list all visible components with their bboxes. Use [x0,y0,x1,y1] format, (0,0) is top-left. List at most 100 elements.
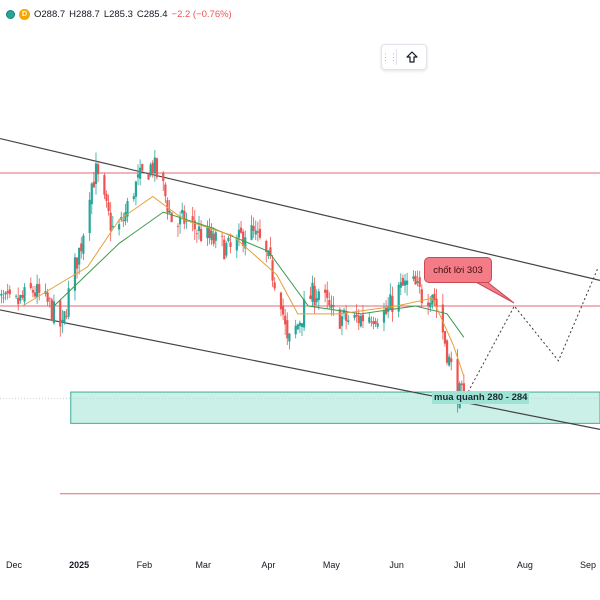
candle [170,212,173,223]
take-profit-callout[interactable]: chốt lời 303 [424,257,492,283]
candle [332,296,335,316]
candle-body [195,233,198,235]
candle [328,292,331,309]
candle [162,171,165,192]
candle [136,164,140,186]
candle [239,221,243,234]
candle [29,277,32,290]
candle [288,332,291,350]
toolbar-button[interactable] [397,45,426,69]
candle [8,285,11,298]
candle-body [155,158,159,178]
candle-body [258,228,262,238]
candle-body [288,333,291,342]
candle-body [136,174,140,178]
candle [23,283,26,306]
candle-body [345,310,348,321]
candle-body [48,298,51,300]
candle [105,190,108,208]
candle-body [433,293,436,300]
candle-body [90,183,93,205]
drag-handle-icon[interactable]: ⋮⋮ [381,51,398,62]
x-tick-label: Apr [261,560,276,570]
candle-body [387,306,390,312]
candle-body [376,323,379,327]
x-tick-label: Dec [5,560,23,570]
candle-body [406,280,409,285]
candle [197,215,201,240]
ohlc-legend: D O288.7 H288.7 L285.3 C285.4 −2.2 (−0.7… [6,5,232,23]
channel-upper-line [0,137,600,282]
candle-body [149,164,152,176]
candle [221,232,224,247]
candle-body [124,212,127,222]
candle [441,293,444,340]
candle [273,277,276,291]
candle [414,271,417,285]
candle-body [2,297,5,299]
candle [164,182,167,203]
candle-body [355,314,358,317]
candle-body [21,294,24,298]
close-value: C285.4 [136,8,168,20]
candle [315,289,318,306]
candle-body [361,314,365,322]
candle-body [267,250,270,257]
candle-body [462,383,465,392]
channel-lower-line [0,309,600,430]
candle [82,233,85,261]
candle-body [372,321,375,325]
callout-pointer [473,280,515,304]
candle [435,288,438,319]
candle-body [298,322,301,326]
candle [176,223,180,237]
candle-body [357,315,360,324]
floating-toolbar[interactable]: ⋮⋮ [381,44,427,70]
candle-body [403,280,407,286]
candle [59,299,62,337]
candle-body [208,227,211,239]
candle [94,152,98,195]
candle-body [223,239,226,260]
x-tick-label: Mar [195,560,211,570]
candle [15,294,18,300]
candle [88,192,91,241]
candle-body [227,237,230,242]
candle [401,274,405,287]
candle-body [141,164,144,171]
candle-body [29,283,32,288]
candle-body [317,291,320,301]
high-value: H288.7 [69,8,100,20]
candle-body [265,240,268,252]
candle [330,295,333,316]
time-axis[interactable]: Dec 2025 Feb Mar Apr May Jun Jul Aug Sep [0,556,600,576]
candle-body [162,172,165,181]
candle [78,247,81,275]
candle-body [414,275,417,285]
candle-body [309,295,312,300]
candle [80,237,83,259]
candle-body [420,289,423,304]
candle-body [183,210,186,224]
candle [427,293,430,315]
x-tick-label: Feb [136,560,153,570]
candle [166,197,169,220]
candle [134,180,138,206]
candle-body [4,292,7,295]
candle-body [443,331,447,344]
candle-body [61,319,64,323]
candle-body [36,284,39,297]
candle [370,316,373,327]
candle-body [111,226,114,228]
candle [294,319,297,339]
candle-body [401,277,405,286]
candle-body [132,196,135,200]
candle-body [139,167,142,179]
buy-zone-label[interactable]: mua quanh 280 - 284 [432,391,530,404]
candle [254,220,257,241]
candle [382,302,386,332]
candle [311,275,314,307]
candle-body [368,317,371,323]
candle [214,228,217,249]
